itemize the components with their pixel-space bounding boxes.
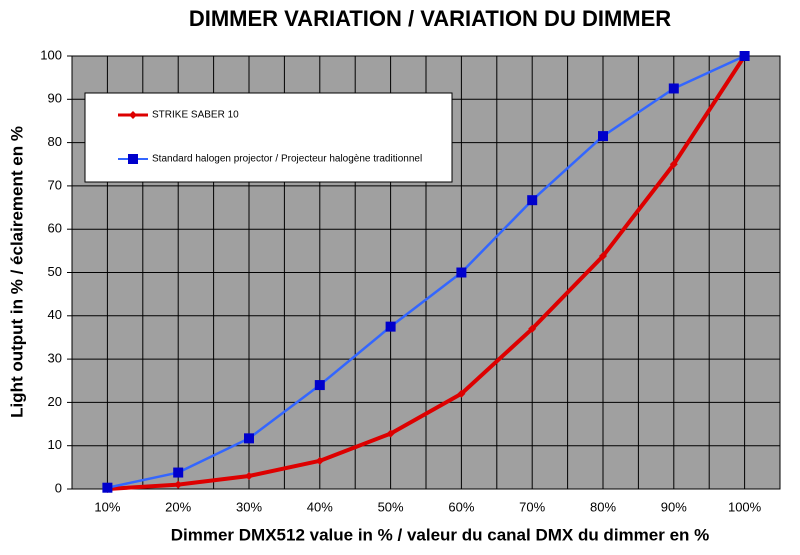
x-tick-label: 50% xyxy=(378,499,404,514)
y-tick-label: 100 xyxy=(40,47,62,62)
x-tick-label: 100% xyxy=(728,499,762,514)
marker xyxy=(739,51,750,61)
marker xyxy=(668,83,679,94)
x-tick-label: 60% xyxy=(448,499,474,514)
x-tick-label: 90% xyxy=(661,499,687,514)
legend-label: Standard halogen projector / Projecteur … xyxy=(152,154,422,165)
legend-label: STRIKE SABER 10 xyxy=(152,110,239,121)
y-tick-label: 20 xyxy=(48,394,62,409)
marker xyxy=(174,480,183,489)
y-tick-label: 90 xyxy=(48,91,62,106)
series-line xyxy=(107,54,747,491)
x-tick-label: 80% xyxy=(590,499,616,514)
marker xyxy=(173,467,184,478)
marker xyxy=(598,131,608,142)
marker xyxy=(128,154,138,164)
y-tick-label: 60 xyxy=(48,221,62,236)
marker xyxy=(599,252,607,261)
y-tick-label: 0 xyxy=(55,480,62,495)
y-tick-label: 10 xyxy=(48,437,62,452)
x-tick-label: 40% xyxy=(307,499,333,514)
marker xyxy=(314,380,325,391)
marker xyxy=(669,160,678,169)
marker xyxy=(385,321,396,332)
marker xyxy=(129,111,137,119)
marker xyxy=(528,324,537,333)
series-line xyxy=(107,54,746,489)
x-tick-label: 30% xyxy=(236,499,262,514)
marker xyxy=(386,429,395,438)
marker xyxy=(456,267,467,278)
legend-box xyxy=(84,92,453,183)
y-axis-title: Light output in % / éclairement en % xyxy=(7,126,26,418)
x-tick-label: 70% xyxy=(519,499,545,514)
y-tick-label: 40 xyxy=(48,307,62,322)
chart-title: DIMMER VARIATION / VARIATION DU DIMMER xyxy=(189,6,671,31)
x-tick-label: 10% xyxy=(94,499,120,514)
marker xyxy=(315,456,324,465)
y-tick-label: 70 xyxy=(48,177,62,192)
x-axis-title: Dimmer DMX512 value in % / valeur du can… xyxy=(171,525,710,544)
marker xyxy=(457,389,466,398)
marker xyxy=(245,472,253,481)
y-tick-label: 50 xyxy=(48,264,62,279)
y-tick-label: 30 xyxy=(48,351,62,366)
marker xyxy=(244,433,254,444)
marker xyxy=(527,195,538,206)
marker xyxy=(102,482,113,493)
y-tick-label: 80 xyxy=(48,134,62,149)
x-tick-label: 20% xyxy=(165,499,191,514)
